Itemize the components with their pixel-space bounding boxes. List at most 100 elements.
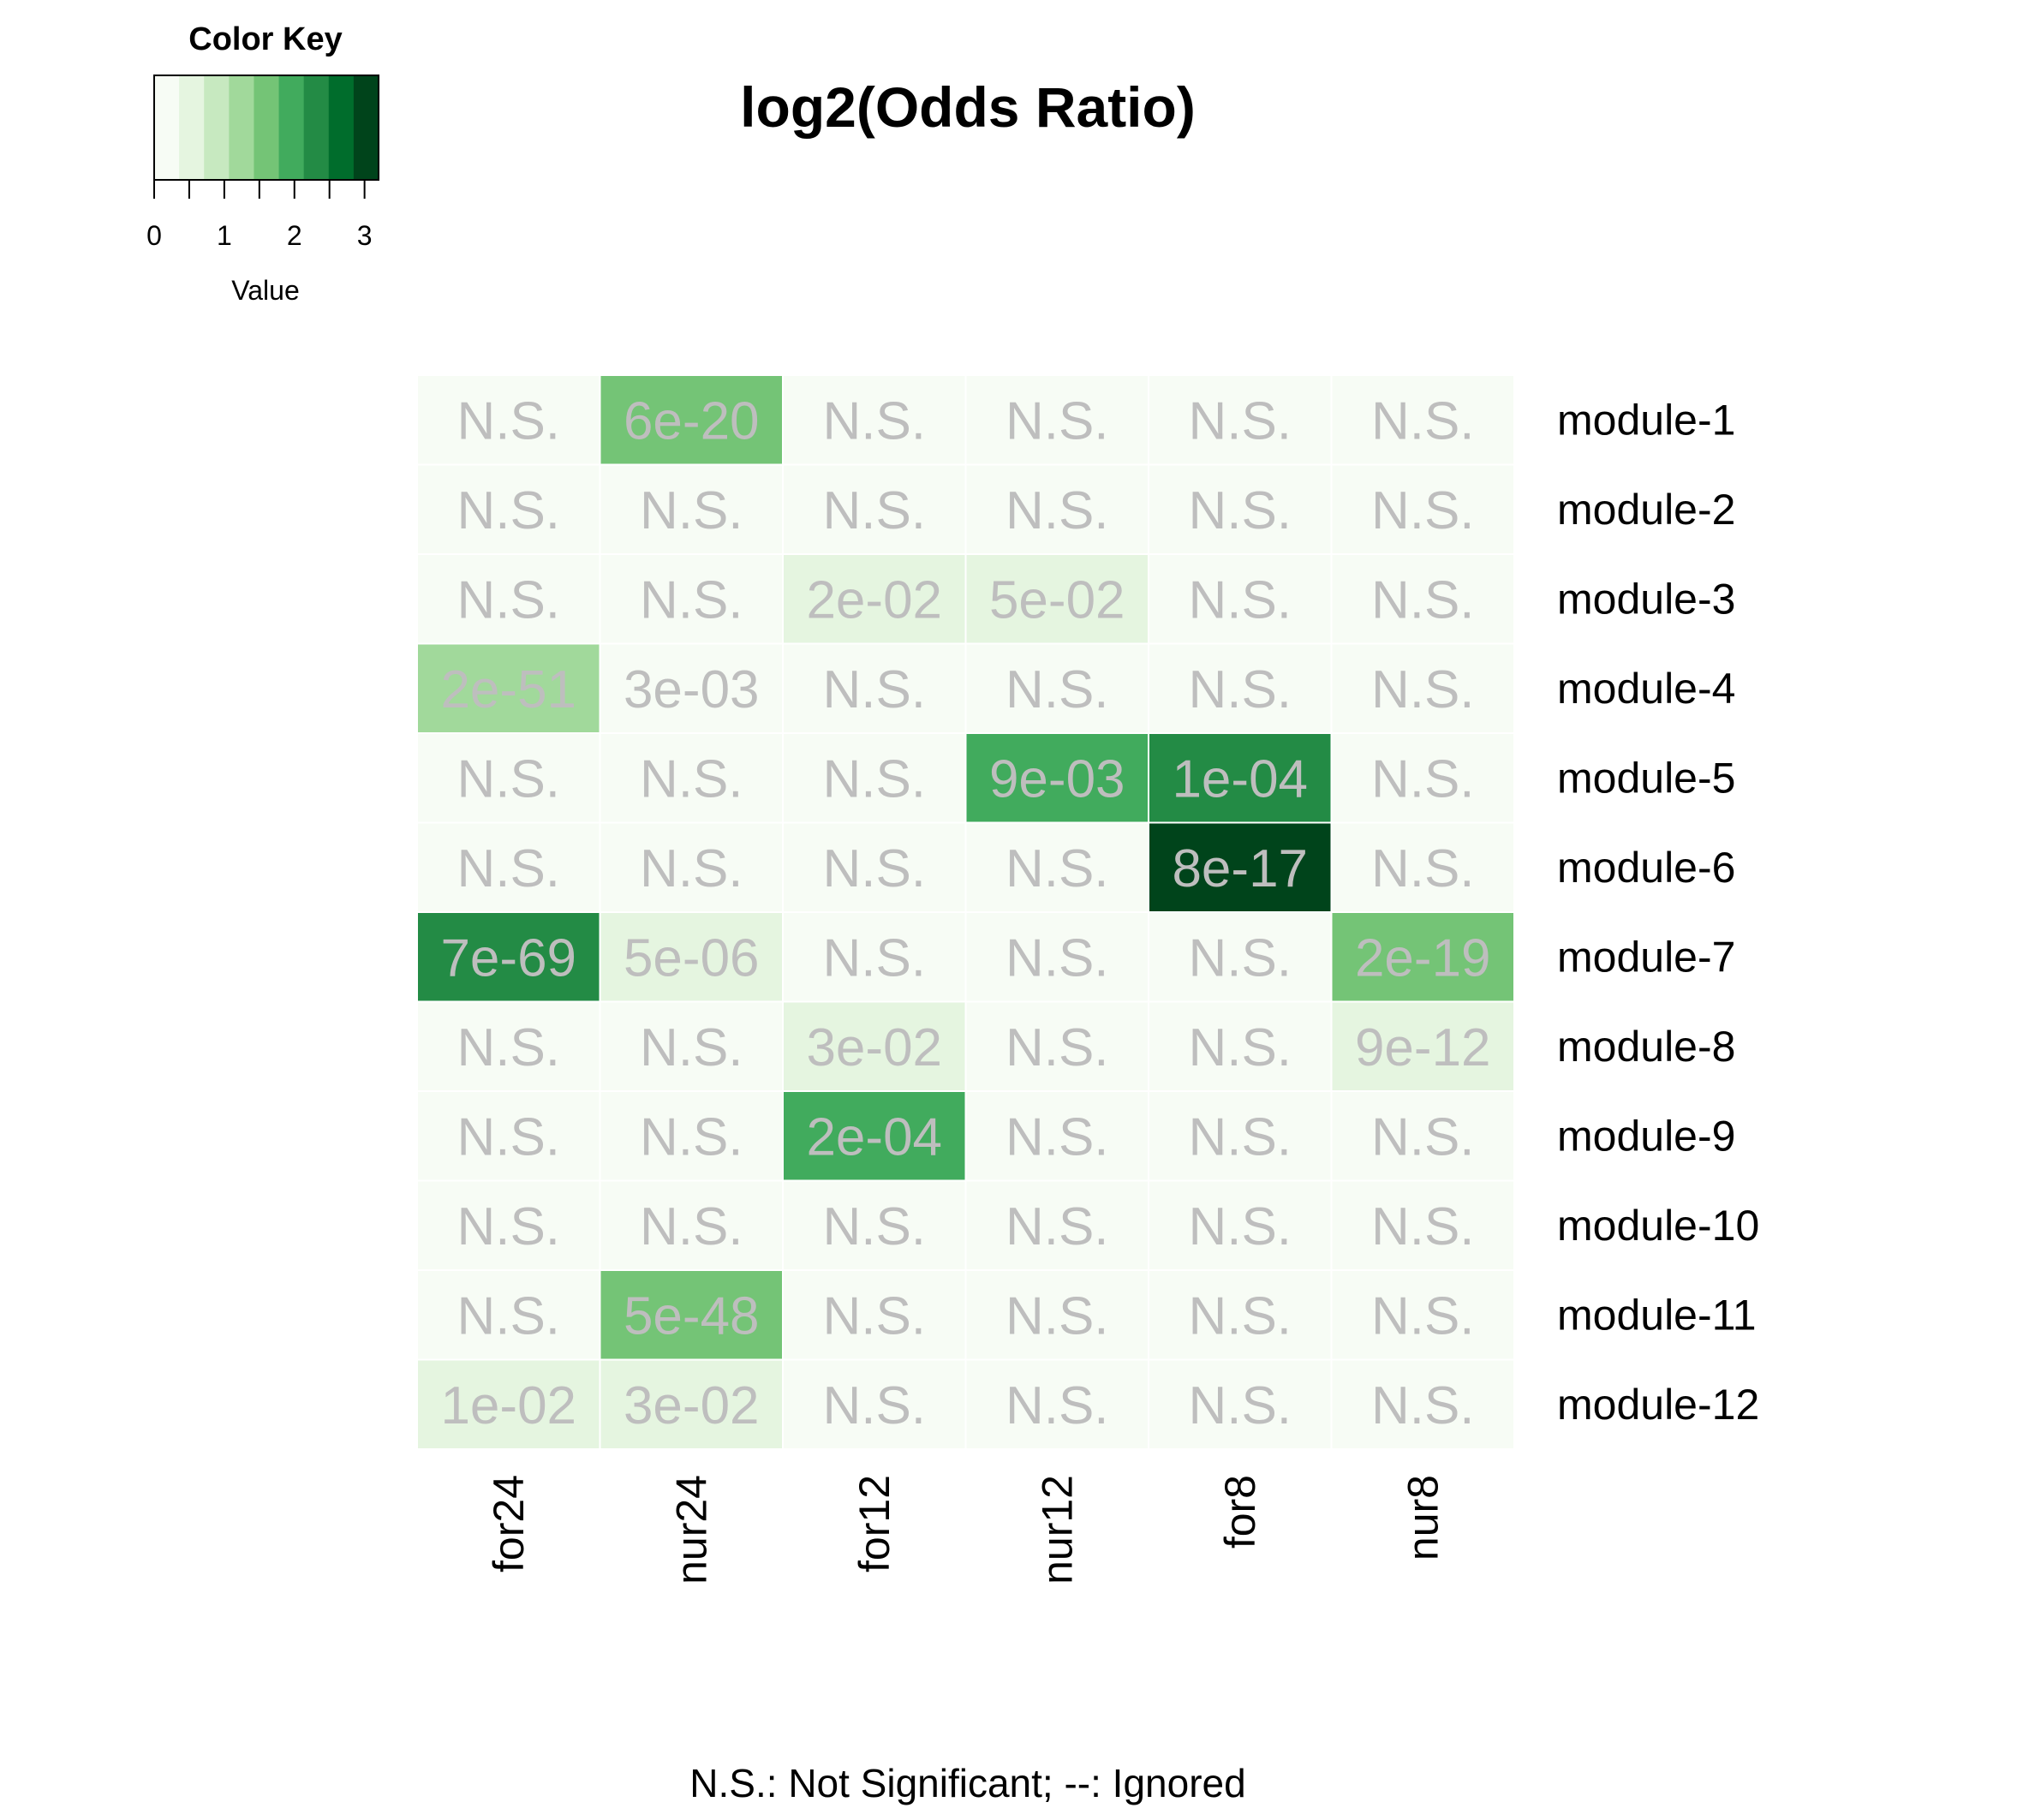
cell-label: 2e-51 (440, 660, 576, 719)
heatmap-cell (1148, 1358, 1333, 1450)
cell-label: N.S. (640, 481, 743, 540)
column-label: nur12 (1033, 1475, 1081, 1584)
column-labels: for24 nur24 for12 nur12 for8 nur8 (485, 1475, 1447, 1584)
cell-label: N.S. (1371, 481, 1475, 540)
cell-label: N.S. (1188, 928, 1292, 988)
heatmap-cell (416, 732, 601, 824)
heatmap-cell (599, 911, 784, 1003)
heatmap-cell (782, 821, 967, 913)
cell-label: N.S. (1371, 749, 1475, 809)
row-label: module-1 (1557, 396, 1735, 444)
cell-label: N.S. (1371, 1376, 1475, 1435)
cell-label: N.S. (822, 1376, 926, 1435)
heatmap-cell (416, 911, 601, 1003)
footnote: N.S.: Not Significant; --: Ignored (689, 1761, 1245, 1805)
heatmap-cell (964, 732, 1149, 824)
heatmap-cell (782, 374, 967, 466)
heatmap-cell (1148, 1000, 1333, 1092)
color-key-xlabel: Value (231, 275, 299, 306)
cell-label: N.S. (457, 839, 560, 898)
color-key-tick-label: 3 (357, 220, 373, 251)
heatmap-cell (1148, 1179, 1333, 1271)
cell-label: N.S. (457, 1286, 560, 1346)
cell-label: 6e-20 (624, 391, 760, 451)
cell-label: N.S. (1188, 1018, 1292, 1077)
heatmap-cell (599, 1358, 784, 1450)
heatmap-cell (1148, 553, 1333, 645)
column-label: for8 (1216, 1475, 1264, 1548)
heatmap-cell (599, 1000, 784, 1092)
heatmap-cell (416, 1090, 601, 1182)
row-labels: module-1 module-2 module-3 module-4 module-5… (1557, 396, 1759, 1429)
heatmap-cell (964, 374, 1149, 466)
column-label: for12 (850, 1475, 898, 1572)
color-key-swatch (303, 75, 330, 180)
heatmap-cell (782, 1090, 967, 1182)
cell-label: N.S. (1371, 391, 1475, 451)
cell-label: N.S. (1188, 1107, 1292, 1167)
cell-label: 3e-02 (624, 1376, 760, 1435)
color-key-swatch (179, 75, 205, 180)
heatmap-cell (1330, 911, 1515, 1003)
row-label: module-5 (1557, 754, 1735, 802)
heatmap-cell (1330, 1179, 1515, 1271)
cell-label: 5e-48 (624, 1286, 760, 1346)
heatmap-cell (1330, 553, 1515, 645)
cell-label: N.S. (822, 660, 926, 719)
row-label: module-7 (1557, 933, 1735, 981)
heatmap-cell (964, 1269, 1149, 1361)
row-label: module-6 (1557, 844, 1735, 892)
color-key-swatches (154, 75, 379, 180)
cell-label: 8e-17 (1172, 839, 1308, 898)
cell-label: N.S. (1006, 928, 1109, 988)
column-label: nur24 (667, 1475, 715, 1584)
color-key-swatch (328, 75, 355, 180)
cell-label: N.S. (1371, 1197, 1475, 1256)
cell-label: 2e-19 (1355, 928, 1491, 988)
cell-label: N.S. (822, 1197, 926, 1256)
cell-label: 5e-02 (989, 570, 1125, 630)
heatmap-cell (1330, 1000, 1515, 1092)
cell-label: 5e-06 (624, 928, 760, 988)
cell-label: N.S. (640, 839, 743, 898)
heatmap-cell (1148, 1090, 1333, 1182)
color-key-swatch (229, 75, 254, 180)
cell-label: N.S. (457, 1018, 560, 1077)
color-key-title: Color Key (188, 21, 342, 57)
column-label: nur8 (1399, 1475, 1447, 1560)
heatmap-cell (599, 1269, 784, 1361)
heatmap-cell (1330, 821, 1515, 913)
color-key-swatch (154, 75, 180, 180)
cell-label: N.S. (1188, 391, 1292, 451)
heatmap-cell (1148, 374, 1333, 466)
heatmap-cell (1148, 732, 1333, 824)
cell-label: N.S. (1006, 1107, 1109, 1167)
row-label: module-12 (1557, 1381, 1759, 1429)
color-key-tick-label: 1 (217, 220, 232, 251)
cell-label: N.S. (1188, 1376, 1292, 1435)
heatmap-cell (964, 463, 1149, 555)
heatmap-cell (1330, 1269, 1515, 1361)
column-label: for24 (485, 1475, 533, 1572)
cell-label: N.S. (822, 749, 926, 809)
heatmap-cell (782, 1000, 967, 1092)
heatmap-cell (1148, 642, 1333, 734)
cell-label: 3e-02 (806, 1018, 942, 1077)
cell-label: N.S. (640, 1197, 743, 1256)
heatmap-cell (1330, 463, 1515, 555)
color-key-ticks: 0 1 2 3 (146, 179, 379, 251)
cell-label: N.S. (640, 1107, 743, 1167)
heatmap-cell (1148, 1269, 1333, 1361)
color-key-swatch (204, 75, 230, 180)
cell-label: N.S. (1371, 660, 1475, 719)
cell-label: 1e-02 (440, 1376, 576, 1435)
cell-label: N.S. (1188, 660, 1292, 719)
heatmap-cell (964, 821, 1149, 913)
cell-label: N.S. (1006, 391, 1109, 451)
heatmap-cell (964, 553, 1149, 645)
row-label: module-2 (1557, 486, 1735, 534)
cell-label: N.S. (822, 481, 926, 540)
heatmap-cell (1330, 374, 1515, 466)
cell-label: N.S. (1371, 1286, 1475, 1346)
